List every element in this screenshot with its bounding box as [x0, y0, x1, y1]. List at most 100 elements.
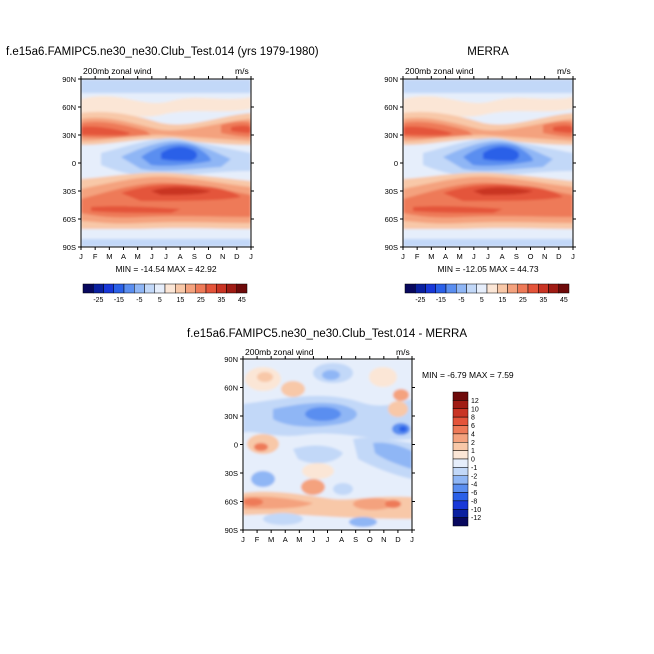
panel-merra-y-tick-label: 90N [384, 75, 398, 84]
panel-merra-colorbar-box [456, 283, 467, 294]
panel-merra-y-tick-label: 0 [394, 159, 398, 168]
panel-difference-colorbar-box [452, 500, 469, 510]
panel-merra-x-tick-label: J [401, 252, 405, 261]
panel-merra-colorbar-box [558, 283, 570, 294]
panel-model-colorbar-label: 35 [217, 297, 225, 304]
panel-merra-colorbar-label: 15 [498, 297, 506, 304]
panel-model-colorbar-box [82, 283, 94, 294]
panel-difference-subtitle: 200mb zonal wind [245, 347, 314, 357]
panel-model-subtitle: 200mb zonal wind [83, 66, 152, 76]
panel-merra-colorbar-box [425, 283, 436, 294]
panel-difference-y-tick-label: 30N [224, 412, 238, 421]
panel-difference-x-tick-label: M [296, 535, 302, 544]
panel-difference-y-tick-label: 30S [225, 469, 238, 478]
panel-difference-colorbar-box [452, 483, 469, 493]
panel-difference-x-tick-label: D [395, 535, 401, 544]
panel-model-colorbar-box [236, 283, 248, 294]
panel-difference-y-tick-label: 90S [225, 526, 238, 535]
panel-difference-x-tick-label: J [312, 535, 316, 544]
panel-model-x-tick-label: J [164, 252, 168, 261]
panel-model-y-tick-label: 60N [62, 103, 76, 112]
panel-difference-colorbar-label: 0 [471, 457, 475, 464]
panel-difference-y-tick-label: 0 [234, 441, 238, 450]
panel-model-y-tick-label: 90N [62, 75, 76, 84]
panel-difference-colorbar-box [452, 425, 469, 435]
panel-difference-colorbar-box [452, 450, 469, 460]
panel-merra-field [403, 79, 573, 247]
panel-merra-colorbar-box [507, 283, 518, 294]
panel-difference-x-tick-label: M [268, 535, 274, 544]
panel-difference-x-tick-label: F [255, 535, 260, 544]
panel-model-y-tick-label: 0 [72, 159, 76, 168]
panel-merra-y-tick-label: 30N [384, 131, 398, 140]
panel-model-colorbar-box [164, 283, 176, 294]
panel-difference-x-tick-label: J [326, 535, 330, 544]
panel-difference-x-tick-label: S [353, 535, 358, 544]
panel-model-colorbar-box [93, 283, 104, 294]
panel-model-x-tick-label: A [178, 252, 183, 261]
panel-model-colorbar: -25 -15 -5 5 15 25 35 45 [82, 283, 248, 304]
panel-merra-minmax: MIN = -12.05 MAX = 44.73 [437, 264, 538, 274]
panel-model-colorbar-box [185, 283, 196, 294]
panel-model-colorbar-box [103, 283, 114, 294]
panel-model-colorbar-box [226, 283, 237, 294]
panel-difference-x-tick-label: A [339, 535, 344, 544]
panel-merra-x-tick-label: S [514, 252, 519, 261]
panel-model-x-tick-label: M [106, 252, 112, 261]
panel-merra-colorbar-box [548, 283, 559, 294]
panel-difference-colorbar-label: -6 [471, 490, 477, 497]
panel-difference-y-tick-label: 60N [224, 384, 238, 393]
panel-difference-minmax: MIN = -6.79 MAX = 7.59 [422, 370, 514, 380]
panel-difference-colorbar-box [452, 416, 469, 426]
panel-model-colorbar-box [175, 283, 186, 294]
panel-difference-colorbar-box [452, 400, 469, 409]
panel-merra-x-tick-label: D [556, 252, 562, 261]
panel-merra-x-tick-label: J [486, 252, 490, 261]
panel-difference-colorbar-box [452, 433, 469, 443]
panel-merra-colorbar-label: 35 [539, 297, 547, 304]
panel-model-colorbar-label: -15 [114, 297, 124, 304]
panel-model-x-tick-label: S [192, 252, 197, 261]
panel-merra-colorbar-box [466, 283, 477, 294]
panel-model-x-tick-label: D [234, 252, 240, 261]
panel-merra-colorbar-label: 45 [560, 297, 568, 304]
panel-model-colorbar-box [195, 283, 207, 294]
panel-merra-x-tick-label: M [457, 252, 463, 261]
panel-difference-units: m/s [396, 347, 410, 357]
panel-model-colorbar-label: -5 [136, 297, 142, 304]
panel-model: f.e15a6.FAMIPC5.ne30_ne30.Club_Test.014 … [6, 46, 319, 304]
panel-difference-colorbar-box [452, 475, 469, 485]
panel-model-colorbar-label: 25 [197, 297, 205, 304]
panel-difference-x-tick-label: J [410, 535, 414, 544]
panel-model-y-axis: 90N 60N 30N 0 30S 60S 90S [62, 75, 254, 252]
panel-merra-colorbar-box [445, 283, 457, 294]
panel-difference-x-tick-label: O [367, 535, 373, 544]
panel-merra-x-tick-label: A [500, 252, 505, 261]
panel-model-x-tick-label: O [206, 252, 212, 261]
panel-model-y-tick-label: 30N [62, 131, 76, 140]
panel-difference-colorbar-label: -10 [471, 507, 481, 514]
panel-difference-x-tick-label: J [241, 535, 245, 544]
panel-merra-colorbar-box [415, 283, 426, 294]
panel-difference-colorbar-label: 4 [471, 431, 475, 438]
panel-merra-y-tick-label: 60N [384, 103, 398, 112]
panel-model-x-tick-label: J [79, 252, 83, 261]
panel-model-colorbar-label: 15 [176, 297, 184, 304]
panel-merra-y-tick-label: 60S [385, 215, 398, 224]
panel-model-units: m/s [235, 66, 249, 76]
panel-difference-colorbar-box [452, 509, 469, 518]
panel-model-x-tick-label: A [121, 252, 126, 261]
panel-difference-colorbar-label: 1 [471, 448, 475, 455]
panel-merra-colorbar-box [538, 283, 549, 294]
panel-model-colorbar-label: -25 [93, 297, 103, 304]
panel-merra-x-tick-label: F [415, 252, 420, 261]
panel-difference-colorbar-box [452, 442, 469, 451]
panel-model-colorbar-box [144, 283, 155, 294]
panel-difference-colorbar-label: -2 [471, 473, 477, 480]
panel-model-field [81, 79, 251, 247]
panel-difference-colorbar-label: 6 [471, 423, 475, 430]
panel-model-x-tick-label: M [135, 252, 141, 261]
panel-merra-x-tick-label: O [528, 252, 534, 261]
